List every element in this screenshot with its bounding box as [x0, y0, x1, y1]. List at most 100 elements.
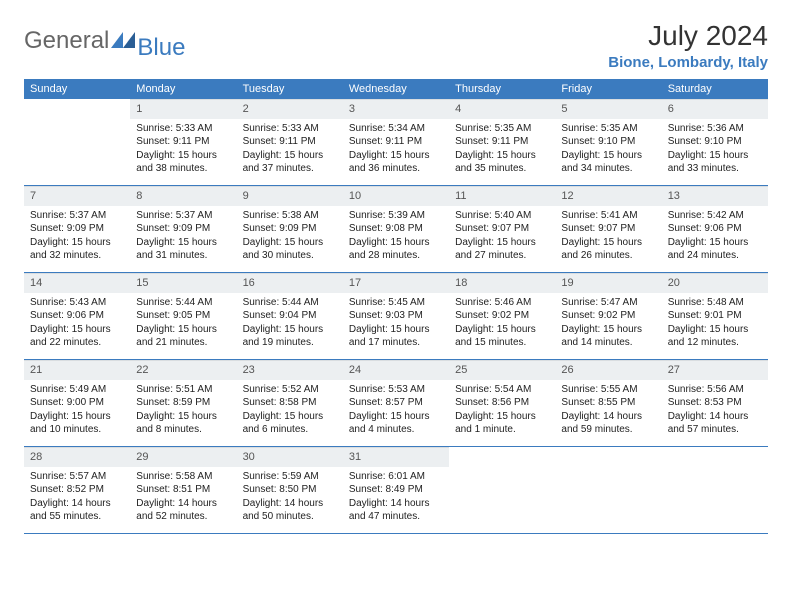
calendar-row: 28Sunrise: 5:57 AMSunset: 8:52 PMDayligh…: [24, 447, 768, 534]
daylight-line: Daylight: 15 hours and 1 minute.: [455, 410, 549, 437]
sunrise-line: Sunrise: 5:42 AM: [668, 209, 762, 223]
day-body: Sunrise: 5:44 AMSunset: 9:04 PMDaylight:…: [237, 293, 343, 356]
daylight-line: Daylight: 14 hours and 50 minutes.: [243, 497, 337, 524]
calendar-day-cell: 17Sunrise: 5:45 AMSunset: 9:03 PMDayligh…: [343, 273, 449, 360]
daylight-line: Daylight: 15 hours and 17 minutes.: [349, 323, 443, 350]
day-body: Sunrise: 5:58 AMSunset: 8:51 PMDaylight:…: [130, 467, 236, 530]
daylight-line: Daylight: 15 hours and 12 minutes.: [668, 323, 762, 350]
calendar-day-cell: 21Sunrise: 5:49 AMSunset: 9:00 PMDayligh…: [24, 360, 130, 447]
daylight-line: Daylight: 15 hours and 34 minutes.: [561, 149, 655, 176]
calendar-day-cell: 20Sunrise: 5:48 AMSunset: 9:01 PMDayligh…: [662, 273, 768, 360]
sunrise-line: Sunrise: 5:53 AM: [349, 383, 443, 397]
weekday-header: Friday: [555, 79, 661, 99]
sunrise-line: Sunrise: 5:37 AM: [136, 209, 230, 223]
calendar-empty-cell: [555, 447, 661, 534]
daylight-line: Daylight: 15 hours and 35 minutes.: [455, 149, 549, 176]
day-body: Sunrise: 5:42 AMSunset: 9:06 PMDaylight:…: [662, 206, 768, 269]
day-body: Sunrise: 6:01 AMSunset: 8:49 PMDaylight:…: [343, 467, 449, 530]
sunset-line: Sunset: 8:51 PM: [136, 483, 230, 497]
sunset-line: Sunset: 9:04 PM: [243, 309, 337, 323]
sunset-line: Sunset: 9:07 PM: [561, 222, 655, 236]
sunrise-line: Sunrise: 5:59 AM: [243, 470, 337, 484]
daylight-line: Daylight: 14 hours and 52 minutes.: [136, 497, 230, 524]
day-body: Sunrise: 5:57 AMSunset: 8:52 PMDaylight:…: [24, 467, 130, 530]
daylight-line: Daylight: 15 hours and 26 minutes.: [561, 236, 655, 263]
daylight-line: Daylight: 15 hours and 4 minutes.: [349, 410, 443, 437]
month-title: July 2024: [608, 20, 768, 52]
brand-logo-icon: [111, 27, 135, 55]
day-body: Sunrise: 5:43 AMSunset: 9:06 PMDaylight:…: [24, 293, 130, 356]
day-body: Sunrise: 5:41 AMSunset: 9:07 PMDaylight:…: [555, 206, 661, 269]
day-body: Sunrise: 5:52 AMSunset: 8:58 PMDaylight:…: [237, 380, 343, 443]
sunset-line: Sunset: 9:07 PM: [455, 222, 549, 236]
day-body: Sunrise: 5:40 AMSunset: 9:07 PMDaylight:…: [449, 206, 555, 269]
sunrise-line: Sunrise: 5:45 AM: [349, 296, 443, 310]
day-number: 25: [449, 360, 555, 380]
sunrise-line: Sunrise: 5:46 AM: [455, 296, 549, 310]
weekday-header: Monday: [130, 79, 236, 99]
page-header: General Blue July 2024 Bione, Lombardy, …: [24, 20, 768, 71]
day-number: 4: [449, 99, 555, 119]
location-text: Bione, Lombardy, Italy: [608, 54, 768, 71]
day-number: 17: [343, 273, 449, 293]
daylight-line: Daylight: 15 hours and 8 minutes.: [136, 410, 230, 437]
sunrise-line: Sunrise: 5:35 AM: [455, 122, 549, 136]
daylight-line: Daylight: 14 hours and 59 minutes.: [561, 410, 655, 437]
daylight-line: Daylight: 15 hours and 22 minutes.: [30, 323, 124, 350]
sunset-line: Sunset: 9:02 PM: [561, 309, 655, 323]
sunrise-line: Sunrise: 5:33 AM: [136, 122, 230, 136]
weekday-header: Tuesday: [237, 79, 343, 99]
calendar-day-cell: 11Sunrise: 5:40 AMSunset: 9:07 PMDayligh…: [449, 186, 555, 273]
day-body: Sunrise: 5:39 AMSunset: 9:08 PMDaylight:…: [343, 206, 449, 269]
daylight-line: Daylight: 15 hours and 31 minutes.: [136, 236, 230, 263]
calendar-day-cell: 12Sunrise: 5:41 AMSunset: 9:07 PMDayligh…: [555, 186, 661, 273]
calendar-row: 14Sunrise: 5:43 AMSunset: 9:06 PMDayligh…: [24, 273, 768, 360]
day-number: 6: [662, 99, 768, 119]
day-body: Sunrise: 5:44 AMSunset: 9:05 PMDaylight:…: [130, 293, 236, 356]
calendar-day-cell: 16Sunrise: 5:44 AMSunset: 9:04 PMDayligh…: [237, 273, 343, 360]
sunrise-line: Sunrise: 5:56 AM: [668, 383, 762, 397]
brand-text-2: Blue: [137, 34, 185, 61]
sunrise-line: Sunrise: 5:52 AM: [243, 383, 337, 397]
daylight-line: Daylight: 15 hours and 6 minutes.: [243, 410, 337, 437]
brand-text-1: General: [24, 27, 109, 55]
calendar-day-cell: 24Sunrise: 5:53 AMSunset: 8:57 PMDayligh…: [343, 360, 449, 447]
weekday-header: Saturday: [662, 79, 768, 99]
sunset-line: Sunset: 9:08 PM: [349, 222, 443, 236]
calendar-day-cell: 26Sunrise: 5:55 AMSunset: 8:55 PMDayligh…: [555, 360, 661, 447]
day-body: Sunrise: 5:53 AMSunset: 8:57 PMDaylight:…: [343, 380, 449, 443]
calendar-day-cell: 23Sunrise: 5:52 AMSunset: 8:58 PMDayligh…: [237, 360, 343, 447]
daylight-line: Daylight: 15 hours and 28 minutes.: [349, 236, 443, 263]
daylight-line: Daylight: 15 hours and 30 minutes.: [243, 236, 337, 263]
daylight-line: Daylight: 15 hours and 32 minutes.: [30, 236, 124, 263]
day-body: Sunrise: 5:48 AMSunset: 9:01 PMDaylight:…: [662, 293, 768, 356]
day-body: Sunrise: 5:37 AMSunset: 9:09 PMDaylight:…: [24, 206, 130, 269]
sunrise-line: Sunrise: 5:57 AM: [30, 470, 124, 484]
sunrise-line: Sunrise: 5:54 AM: [455, 383, 549, 397]
sunrise-line: Sunrise: 6:01 AM: [349, 470, 443, 484]
day-number: 19: [555, 273, 661, 293]
daylight-line: Daylight: 15 hours and 24 minutes.: [668, 236, 762, 263]
day-number: 27: [662, 360, 768, 380]
sunset-line: Sunset: 9:09 PM: [243, 222, 337, 236]
day-number: 21: [24, 360, 130, 380]
sunrise-line: Sunrise: 5:33 AM: [243, 122, 337, 136]
sunset-line: Sunset: 8:55 PM: [561, 396, 655, 410]
sunrise-line: Sunrise: 5:51 AM: [136, 383, 230, 397]
calendar-day-cell: 8Sunrise: 5:37 AMSunset: 9:09 PMDaylight…: [130, 186, 236, 273]
sunrise-line: Sunrise: 5:38 AM: [243, 209, 337, 223]
calendar-day-cell: 25Sunrise: 5:54 AMSunset: 8:56 PMDayligh…: [449, 360, 555, 447]
calendar-header-row: SundayMondayTuesdayWednesdayThursdayFrid…: [24, 79, 768, 99]
sunset-line: Sunset: 9:09 PM: [30, 222, 124, 236]
day-number: 15: [130, 273, 236, 293]
day-number: 16: [237, 273, 343, 293]
day-number: 31: [343, 447, 449, 467]
calendar-day-cell: 15Sunrise: 5:44 AMSunset: 9:05 PMDayligh…: [130, 273, 236, 360]
day-number: 8: [130, 186, 236, 206]
sunset-line: Sunset: 9:02 PM: [455, 309, 549, 323]
calendar-empty-cell: [24, 99, 130, 186]
calendar-day-cell: 1Sunrise: 5:33 AMSunset: 9:11 PMDaylight…: [130, 99, 236, 186]
calendar-row: 21Sunrise: 5:49 AMSunset: 9:00 PMDayligh…: [24, 360, 768, 447]
calendar-body: 1Sunrise: 5:33 AMSunset: 9:11 PMDaylight…: [24, 99, 768, 534]
day-body: Sunrise: 5:51 AMSunset: 8:59 PMDaylight:…: [130, 380, 236, 443]
